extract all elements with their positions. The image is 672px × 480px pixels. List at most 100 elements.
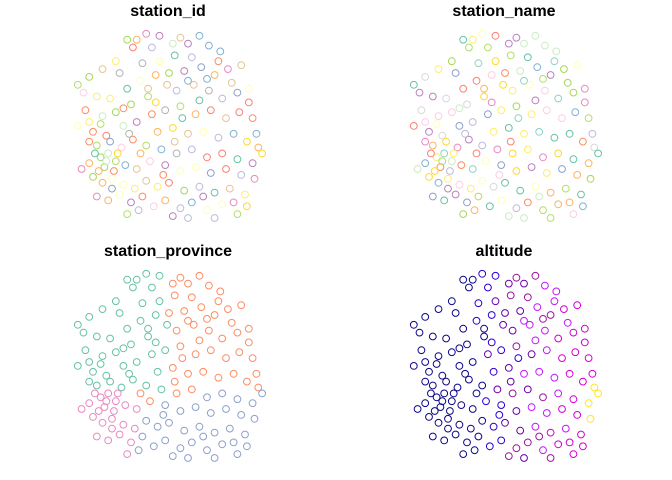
station-point (478, 141, 487, 150)
station-point (127, 438, 135, 447)
station-point (487, 311, 496, 319)
station-point (98, 178, 107, 187)
station-point (523, 53, 532, 62)
station-point (210, 71, 219, 79)
station-point (136, 316, 145, 325)
station-point (187, 198, 196, 207)
station-point (237, 411, 246, 419)
station-point (539, 153, 547, 162)
station-point (480, 332, 489, 341)
station-point (96, 120, 105, 128)
station-point (203, 315, 211, 323)
station-point (104, 389, 113, 398)
station-point (96, 360, 105, 368)
station-point (489, 182, 498, 191)
station-point (468, 405, 477, 413)
station-point (434, 178, 443, 187)
station-point (590, 143, 599, 152)
station-point (138, 59, 147, 68)
station-point (461, 129, 470, 138)
station-point (159, 411, 168, 419)
station-point (539, 315, 547, 323)
station-point (111, 108, 120, 117)
station-point (180, 426, 189, 435)
station-point (474, 299, 483, 308)
station-point (168, 39, 177, 48)
station-point (153, 422, 162, 431)
station-point (161, 161, 170, 170)
station-point (554, 389, 563, 398)
station-point (132, 165, 141, 173)
station-point (539, 393, 547, 402)
station-point (73, 122, 82, 130)
station-point (178, 354, 187, 363)
station-point (512, 273, 521, 282)
station-point (465, 283, 473, 292)
station-point (455, 420, 464, 429)
station-point (573, 301, 582, 310)
station-point (546, 71, 555, 79)
station-point (224, 65, 232, 73)
station-point (415, 328, 424, 337)
panel-title-station-name: station_name (452, 3, 555, 20)
station-point (73, 80, 82, 89)
station-point (123, 210, 132, 219)
station-point (512, 407, 521, 415)
station-point (577, 190, 585, 199)
station-point (148, 283, 156, 292)
station-point (465, 43, 473, 52)
station-point (584, 114, 593, 122)
station-point (459, 210, 468, 219)
station-point (434, 65, 443, 73)
station-point (484, 110, 492, 119)
station-point (165, 69, 173, 77)
station-point (428, 332, 437, 341)
station-point (573, 411, 582, 419)
station-point (123, 84, 132, 93)
station-point (119, 420, 128, 429)
panel-title-station-province: station_province (104, 243, 232, 260)
station-point (520, 214, 528, 222)
station-point (569, 450, 578, 459)
station-point (132, 275, 141, 284)
station-point (554, 94, 563, 103)
station-point (229, 198, 238, 207)
station-point (533, 63, 542, 71)
station-point (129, 375, 137, 384)
station-point (146, 157, 154, 166)
station-point (210, 188, 219, 197)
station-point (205, 281, 213, 290)
station-point (453, 143, 462, 152)
station-point (459, 35, 468, 44)
station-point (586, 174, 595, 183)
station-point (205, 326, 213, 335)
station-point (159, 171, 168, 179)
station-point (229, 129, 238, 138)
station-point (144, 324, 153, 333)
station-point (533, 303, 542, 312)
points-station-id (73, 29, 267, 222)
station-point (508, 149, 517, 158)
station-point (187, 293, 196, 302)
station-point (508, 389, 517, 398)
station-point (541, 326, 549, 335)
station-point (237, 171, 246, 179)
station-point (434, 305, 443, 314)
station-point (531, 271, 540, 280)
station-point (480, 324, 489, 333)
station-point (539, 206, 547, 215)
station-point (115, 309, 124, 317)
station-point (571, 348, 580, 357)
station-point (117, 143, 126, 152)
station-point (163, 80, 172, 89)
station-point (577, 430, 585, 439)
station-point (92, 432, 101, 441)
station-point (189, 80, 198, 89)
station-point (92, 192, 101, 201)
station-point (191, 350, 200, 359)
station-point (455, 180, 464, 189)
station-point (512, 204, 521, 213)
station-point (85, 377, 94, 386)
station-point (554, 334, 563, 343)
station-point (102, 397, 111, 406)
